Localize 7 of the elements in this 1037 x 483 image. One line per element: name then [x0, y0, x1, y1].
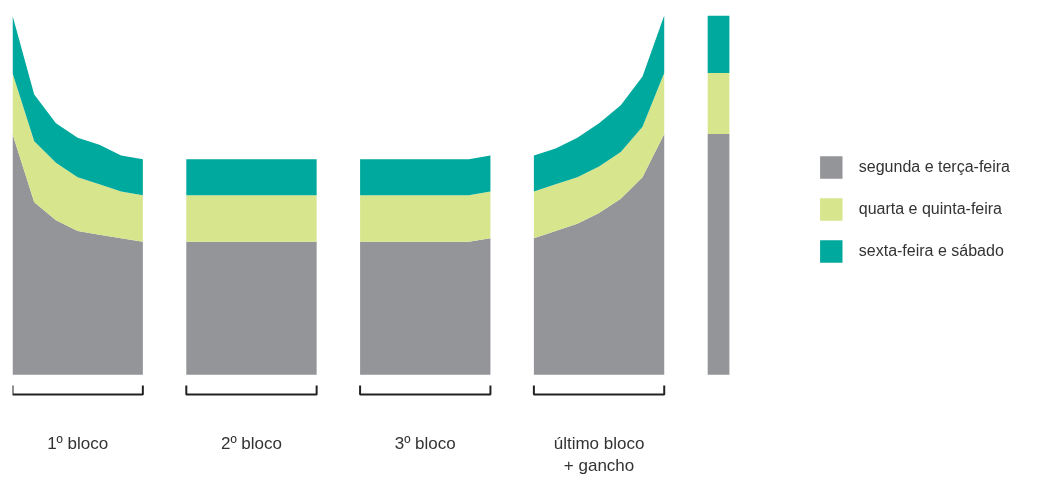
x-tick-label: 1º bloco: [47, 433, 109, 453]
legend-label: quarta e quinta-feira: [858, 200, 1002, 218]
x-tick-label: 3º bloco: [394, 433, 456, 453]
x-tick-label: último bloco + gancho: [553, 433, 645, 476]
x-tick-label: 2º bloco: [220, 433, 282, 453]
legend-label: sexta-feira e sábado: [858, 242, 1004, 260]
legend-label: segunda e terça-feira: [858, 158, 1010, 176]
